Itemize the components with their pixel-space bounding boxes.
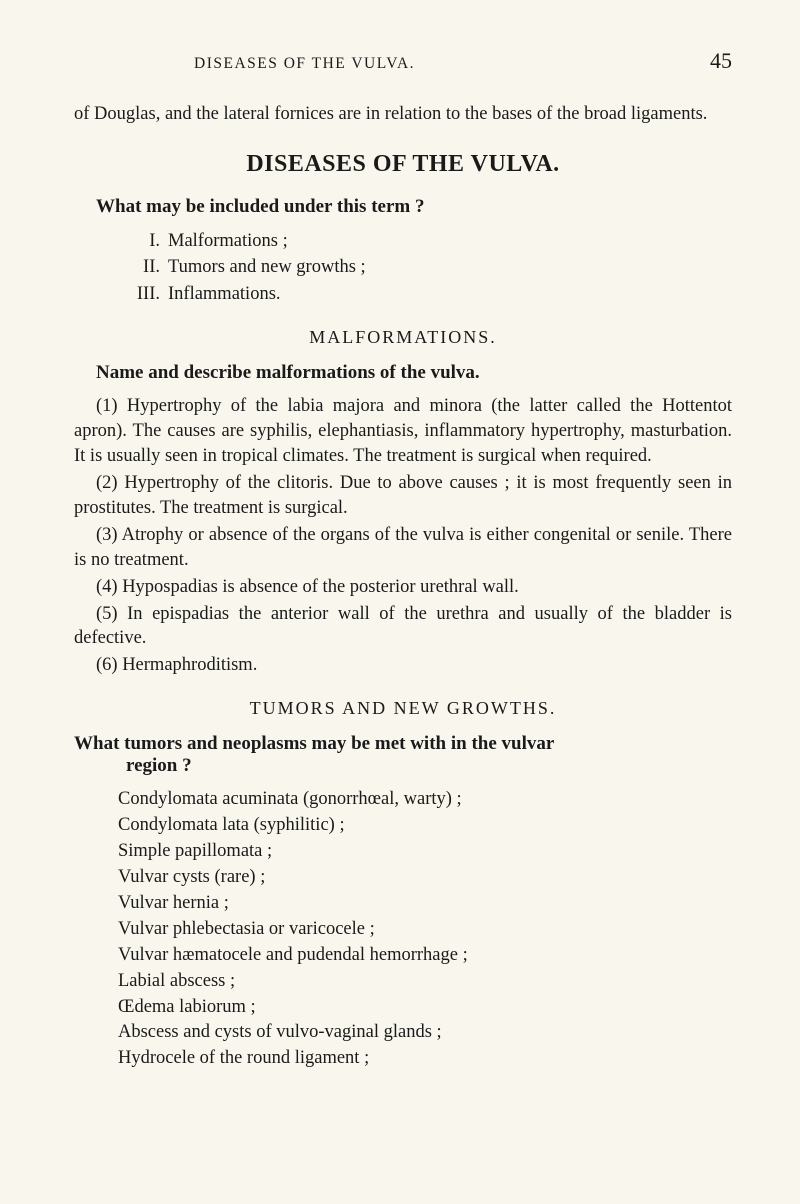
malformation-item: (4) Hypospadias is absence of the poster… [74,575,732,600]
list-item: Simple papillomata ; [118,839,732,865]
question-3-line1: What tumors and neoplasms may be met wit… [74,733,732,755]
section-title: DISEASES OF THE VULVA. [74,151,732,178]
list-item: II. Tumors and new growths ; [118,254,732,280]
list-item: Abscess and cysts of vulvo-vaginal gland… [118,1020,732,1046]
roman-numeral: II. [118,254,168,280]
list-item: Condylomata lata (syphilitic) ; [118,813,732,839]
roman-numeral: I. [118,228,168,254]
list-item: Vulvar phlebectasia or varicocele ; [118,917,732,943]
list-item: III. Inflammations. [118,281,732,307]
list-item: Œdema labiorum ; [118,995,732,1021]
list-item: Vulvar hæmatocele and pudendal hemorrhag… [118,943,732,969]
running-head: DISEASES OF THE VULVA. 45 [74,48,732,74]
question-2: Name and describe malformations of the v… [74,362,732,384]
tumor-list: Condylomata acuminata (gonorrhœal, warty… [118,787,732,1072]
subheading-tumors: TUMORS AND NEW GROWTHS. [74,698,732,719]
list-item: Vulvar hernia ; [118,891,732,917]
intro-paragraph: of Douglas, and the lateral fornices are… [74,102,732,127]
question-1: What may be included under this term ? [74,196,732,218]
roman-text: Inflammations. [168,281,281,307]
malformation-item: (3) Atrophy or absence of the organs of … [74,523,732,573]
malformation-item: (6) Hermaphroditism. [74,653,732,678]
list-item: Hydrocele of the round ligament ; [118,1046,732,1072]
malformation-item: (1) Hypertrophy of the labia majora and … [74,394,732,469]
list-item: I. Malformations ; [118,228,732,254]
running-head-title: DISEASES OF THE VULVA. [194,55,415,73]
page-container: DISEASES OF THE VULVA. 45 of Douglas, an… [0,0,800,1120]
page-number: 45 [710,48,732,74]
malformation-item: (2) Hypertrophy of the clitoris. Due to … [74,471,732,521]
roman-text: Malformations ; [168,228,288,254]
roman-list: I. Malformations ; II. Tumors and new gr… [118,228,732,307]
question-3-line2: region ? [126,755,732,777]
roman-numeral: III. [118,281,168,307]
roman-text: Tumors and new growths ; [168,254,366,280]
list-item: Vulvar cysts (rare) ; [118,865,732,891]
list-item: Labial abscess ; [118,969,732,995]
list-item: Condylomata acuminata (gonorrhœal, warty… [118,787,732,813]
malformation-item: (5) In epispadias the anterior wall of t… [74,602,732,652]
subheading-malformations: MALFORMATIONS. [74,327,732,348]
